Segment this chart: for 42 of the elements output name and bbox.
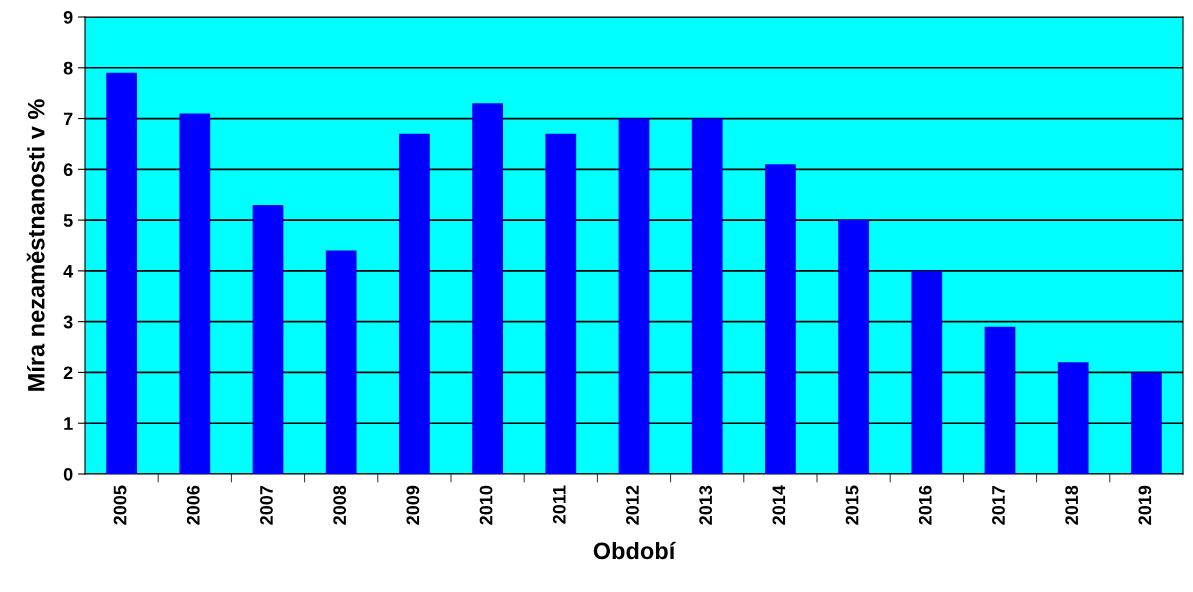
x-tick-label: 2007 xyxy=(260,485,273,525)
x-tick-label: 2009 xyxy=(406,485,420,525)
bar xyxy=(911,270,943,474)
y-tick-label: 8 xyxy=(63,61,73,75)
bar xyxy=(106,72,137,474)
x-tick-label: 2014 xyxy=(772,485,786,525)
bar xyxy=(179,113,211,474)
x-tick-label: 2011 xyxy=(552,485,566,524)
y-tick-label: 6 xyxy=(63,163,73,177)
bar xyxy=(1131,372,1162,474)
y-tick-label: 9 xyxy=(63,10,73,24)
y-tick-label: 4 xyxy=(63,265,74,278)
bar xyxy=(252,204,284,474)
x-tick-label: 2016 xyxy=(918,485,932,525)
x-tick-label: 2015 xyxy=(845,485,859,525)
x-tick-label: 2012 xyxy=(626,485,639,525)
bar xyxy=(325,250,357,474)
x-tick-label: 2019 xyxy=(1138,485,1152,525)
bar xyxy=(399,133,430,474)
bar xyxy=(1057,362,1089,474)
x-tick-label: 2018 xyxy=(1065,485,1079,525)
bar xyxy=(765,164,796,474)
bar xyxy=(691,118,723,474)
x-tick-label: 2017 xyxy=(992,485,1005,525)
bar xyxy=(984,326,1016,474)
x-tick-label: 2005 xyxy=(113,485,127,525)
x-axis-title: Období xyxy=(593,541,676,560)
bar xyxy=(472,103,503,474)
y-tick-label: 0 xyxy=(63,467,73,481)
x-tick-label: 2008 xyxy=(333,485,347,525)
y-tick-label: 2 xyxy=(63,366,73,379)
x-tick-label: 2010 xyxy=(479,485,493,525)
y-tick-label: 1 xyxy=(64,417,73,430)
y-tick-label: 5 xyxy=(63,214,73,227)
y-axis-title: Míra nezaměstnanosti v % xyxy=(26,99,45,391)
bar xyxy=(618,118,650,474)
bar xyxy=(838,220,869,474)
x-tick-label: 2013 xyxy=(699,485,713,525)
bar xyxy=(545,133,577,474)
y-tick-label: 7 xyxy=(63,112,73,126)
y-tick-label: 3 xyxy=(63,315,73,329)
x-tick-label: 2006 xyxy=(186,485,200,525)
